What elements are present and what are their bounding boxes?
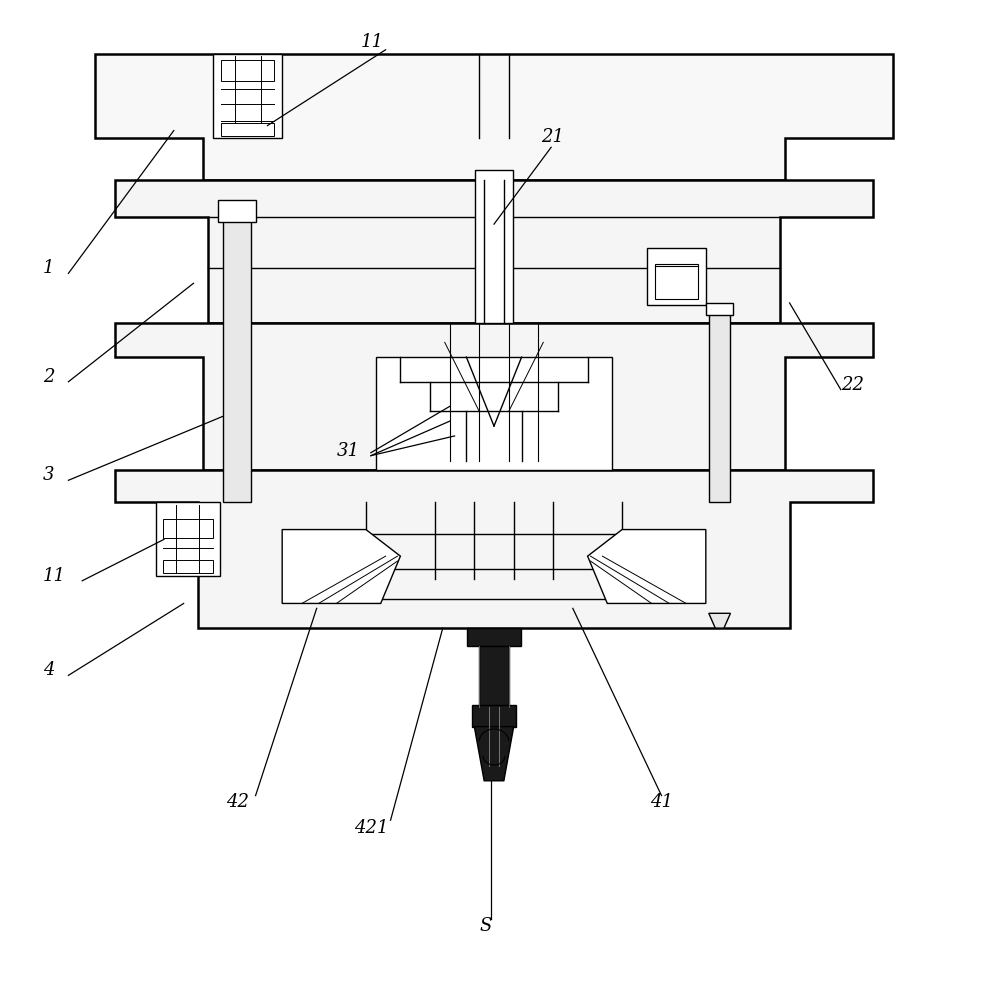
Bar	[213, 54, 283, 138]
Bar	[221, 60, 275, 81]
Text: 3: 3	[42, 466, 54, 484]
Polygon shape	[588, 530, 705, 603]
Bar	[223, 217, 251, 502]
Polygon shape	[708, 613, 730, 628]
Polygon shape	[283, 530, 400, 603]
Polygon shape	[115, 470, 873, 628]
Text: 11: 11	[42, 567, 66, 585]
Bar	[655, 264, 698, 299]
Bar	[163, 560, 213, 573]
Bar	[622, 556, 700, 600]
Bar	[218, 200, 256, 222]
Text: 2: 2	[42, 368, 54, 386]
Polygon shape	[95, 54, 893, 180]
Bar	[288, 556, 366, 600]
Text: 21: 21	[541, 128, 564, 146]
Text: 31: 31	[336, 442, 360, 460]
Bar	[479, 646, 509, 707]
Text: 11: 11	[361, 33, 384, 51]
Text: S: S	[479, 917, 492, 935]
Bar	[475, 170, 513, 323]
Bar	[647, 248, 705, 305]
Text: 4: 4	[42, 661, 54, 679]
Text: 1: 1	[42, 259, 54, 277]
Polygon shape	[115, 180, 873, 323]
Bar	[375, 357, 613, 470]
Polygon shape	[474, 727, 514, 781]
Bar	[708, 310, 730, 502]
Polygon shape	[115, 323, 873, 470]
Bar	[705, 303, 733, 315]
Bar	[472, 705, 516, 727]
Bar	[221, 123, 275, 136]
Bar	[163, 519, 213, 538]
Text: 42: 42	[226, 793, 249, 811]
Text: 22: 22	[841, 376, 864, 394]
Text: 41: 41	[650, 793, 673, 811]
Bar	[156, 502, 220, 576]
Bar	[467, 628, 521, 646]
Text: 421: 421	[354, 819, 388, 837]
